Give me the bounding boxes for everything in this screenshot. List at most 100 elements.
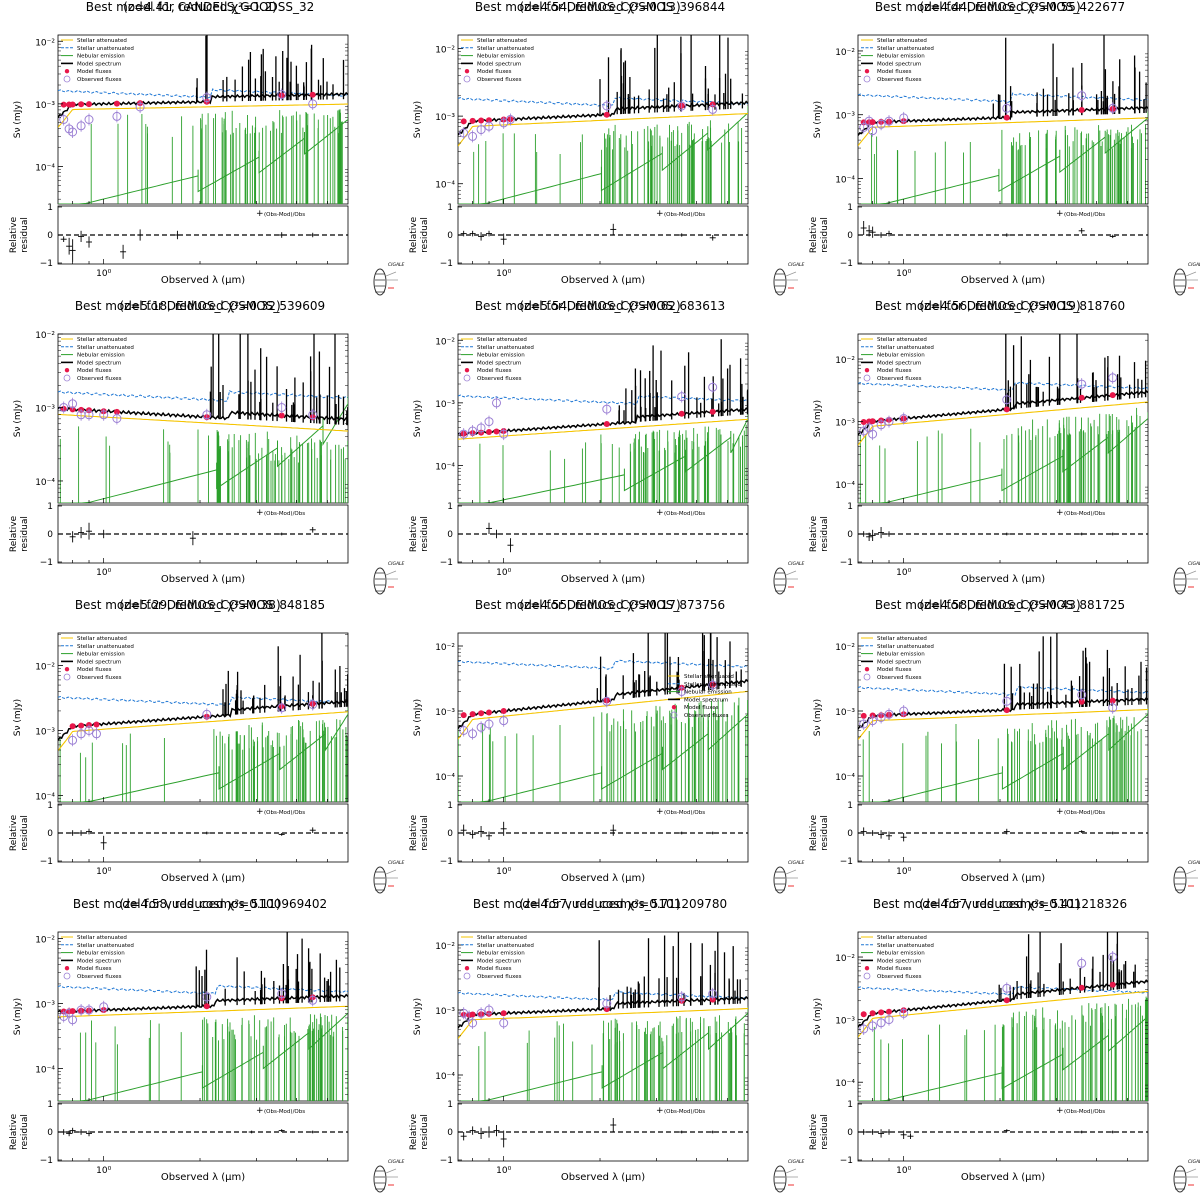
logo-stripes	[775, 273, 785, 293]
stellar-attenuated-line	[458, 418, 748, 440]
cigale-logo: CIGALE	[1173, 1159, 1200, 1193]
x-tick-label: 10⁰	[96, 1166, 111, 1176]
legend-label: Model fluxes	[477, 368, 512, 374]
legend-label: Model spectrum	[477, 61, 521, 67]
logo-body	[373, 567, 387, 595]
logo-stripes	[775, 871, 785, 891]
sed-axes-frame	[57, 34, 349, 205]
stellar-unattenuated-line	[58, 695, 348, 707]
cigale-logo: CIGALE	[373, 561, 405, 595]
residual-label-line2: residual	[820, 516, 830, 552]
legend-swatch-observed_fluxes	[863, 75, 871, 83]
sed-panel: Best model for DEIMOS_COSMOS_683613 (z=5.…	[400, 299, 805, 598]
panel-subtitle: (z=4.58, reduced χ²=0.11)	[119, 897, 281, 911]
residual-label-line1: Relative	[809, 814, 819, 851]
legend-swatch-observed_fluxes	[863, 673, 871, 681]
legend-label: Model fluxes	[77, 69, 112, 75]
logo-wings	[385, 271, 398, 281]
logo-stripes	[1175, 871, 1185, 891]
model-flux-point	[93, 721, 100, 728]
model-flux-point	[860, 419, 867, 425]
logo-text: CIGALE	[788, 262, 805, 268]
residual-tick-label: 0	[847, 1128, 853, 1138]
legend-label: Model fluxes	[684, 705, 719, 711]
legend-label: Model fluxes	[877, 966, 912, 972]
logo-text: CIGALE	[1188, 1159, 1200, 1165]
logo-wings	[385, 570, 398, 580]
stellar-attenuated-line	[58, 1005, 348, 1018]
legend-swatch-model_fluxes	[64, 368, 70, 373]
legend-swatch-model_fluxes	[64, 69, 70, 74]
sed-chart: 10⁻² 10⁻³ 10⁻⁴ 10⁰ Sν (mJy) Relative residual 1…	[809, 632, 1200, 894]
residual-key-marker: +	[256, 807, 264, 817]
logo-stripes	[1175, 572, 1185, 592]
residual-tick-label: −1	[440, 259, 453, 269]
sed-plot-area	[858, 35, 1148, 204]
x-tick-label: 10⁰	[496, 568, 511, 578]
x-axis-label: Observed λ (μm)	[161, 873, 245, 884]
residual-tick-label: −1	[40, 558, 53, 568]
legend-label: Observed fluxes	[77, 376, 122, 382]
model-flux-point	[1078, 698, 1085, 705]
legend-label: Stellar unattenuated	[477, 345, 534, 351]
logo-text: CIGALE	[788, 1159, 805, 1165]
residual-tick-label: −1	[840, 259, 853, 269]
residual-tick-label: 0	[47, 829, 53, 839]
x-tick-label: 10⁰	[896, 568, 911, 578]
model-flux-point	[500, 1010, 507, 1017]
logo-stripes	[775, 572, 785, 592]
legend-swatch-model_fluxes	[864, 966, 870, 971]
sed-plot-area	[458, 339, 748, 503]
logo-body	[1173, 268, 1187, 296]
legend-label: Stellar attenuated	[77, 935, 127, 941]
x-axis-label: Observed λ (μm)	[161, 1172, 245, 1183]
residual-label-line2: residual	[420, 1114, 430, 1150]
stellar-attenuated-line	[58, 103, 348, 128]
residual-tick-label: 1	[47, 502, 53, 512]
model-flux-point	[113, 408, 120, 415]
residual-label-line1: Relative	[9, 216, 19, 253]
cigale-logo: CIGALE	[773, 561, 805, 595]
logo-text: CIGALE	[788, 860, 805, 866]
y-tick-label: 10⁻²	[835, 48, 855, 58]
y-tick-label: 10⁻⁴	[435, 773, 455, 783]
residual-key-marker: +	[656, 1106, 664, 1116]
residual-tick-label: 1	[447, 801, 453, 811]
y-axis-label: Sν (mJy)	[413, 998, 423, 1035]
model-flux-point	[78, 101, 85, 108]
legend-label: Nebular emission	[477, 54, 525, 60]
legend-label: Stellar unattenuated	[684, 682, 741, 688]
legend-swatch-observed_fluxes	[63, 673, 71, 681]
legend-label: Stellar attenuated	[477, 337, 527, 343]
residual-key-label: (Obs-Mod)/Obs	[1064, 212, 1105, 218]
model-flux-point	[1003, 406, 1010, 413]
panel-subtitle: (z=4.55, reduced χ²=0.17)	[519, 598, 681, 612]
cigale-logo: CIGALE	[1173, 561, 1200, 595]
residual-key-marker: +	[256, 1106, 264, 1116]
legend-label: Nebular emission	[77, 54, 125, 60]
residual-label-line2: residual	[20, 1114, 30, 1150]
residual-tick-label: 0	[447, 829, 453, 839]
legend-label: Model fluxes	[77, 966, 112, 972]
y-tick-label: 10⁻⁴	[435, 181, 455, 191]
residual-tick-label: 0	[447, 530, 453, 540]
cigale-logo: CIGALE	[773, 1159, 805, 1193]
y-tick-label: 10⁻⁴	[835, 773, 855, 783]
panel-title: Best model for DEIMOS_COSMOS_848185	[74, 598, 326, 612]
logo-body	[1173, 567, 1187, 595]
stellar-unattenuated-line	[858, 985, 1148, 996]
legend-label: Stellar unattenuated	[877, 943, 934, 949]
x-tick-label: 10⁰	[96, 867, 111, 877]
residual-label-line2: residual	[820, 815, 830, 851]
residual-tick-label: 0	[47, 1128, 53, 1138]
stellar-unattenuated-line	[458, 991, 748, 1002]
legend-label: Stellar attenuated	[877, 337, 927, 343]
y-tick-label: 10⁻³	[835, 112, 855, 122]
nebular-emission-line	[858, 707, 1148, 802]
residual-tick-label: 1	[447, 1100, 453, 1110]
panel-subtitle: (z=5.29, reduced χ²=0.38)	[119, 598, 281, 612]
logo-text: CIGALE	[1188, 561, 1200, 567]
stellar-unattenuated-line	[58, 88, 348, 99]
panel-subtitle: (z=4.57, reduced χ²=0.71)	[519, 897, 681, 911]
y-tick-label: 10⁻³	[35, 1001, 55, 1011]
